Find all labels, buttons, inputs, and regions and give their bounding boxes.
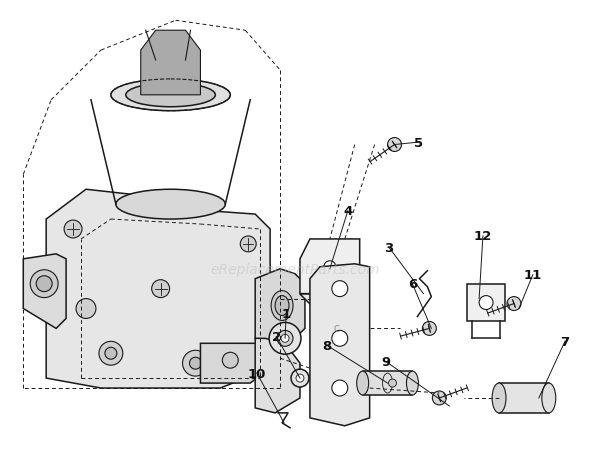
Circle shape <box>389 379 396 387</box>
Circle shape <box>240 236 256 252</box>
Text: 1: 1 <box>281 308 291 320</box>
Circle shape <box>64 221 82 238</box>
Polygon shape <box>255 339 300 413</box>
Circle shape <box>105 347 117 359</box>
Circle shape <box>182 351 208 376</box>
Circle shape <box>315 297 325 307</box>
Circle shape <box>269 323 301 354</box>
Ellipse shape <box>542 383 556 413</box>
Circle shape <box>189 358 201 369</box>
Circle shape <box>277 330 293 347</box>
Circle shape <box>332 330 348 347</box>
Text: 12: 12 <box>474 230 492 243</box>
Ellipse shape <box>271 291 293 321</box>
Circle shape <box>332 281 348 297</box>
Circle shape <box>222 353 238 369</box>
Ellipse shape <box>111 80 230 112</box>
Circle shape <box>36 276 52 292</box>
Circle shape <box>388 138 402 152</box>
Polygon shape <box>255 269 305 343</box>
Polygon shape <box>300 240 360 294</box>
Bar <box>467 284 505 322</box>
Circle shape <box>281 335 289 342</box>
Text: 6: 6 <box>408 278 417 291</box>
Circle shape <box>30 270 58 298</box>
Text: 7: 7 <box>560 335 570 348</box>
Circle shape <box>76 299 96 319</box>
Text: 9: 9 <box>382 355 391 368</box>
Circle shape <box>99 341 123 365</box>
Circle shape <box>296 374 304 382</box>
Text: eReplacementParts.com: eReplacementParts.com <box>210 262 380 276</box>
Text: 10: 10 <box>248 367 266 380</box>
Circle shape <box>324 261 336 273</box>
Bar <box>363 371 412 395</box>
Circle shape <box>479 296 493 310</box>
Polygon shape <box>201 343 270 383</box>
Circle shape <box>332 380 348 396</box>
Circle shape <box>152 280 169 298</box>
Ellipse shape <box>275 296 289 316</box>
Polygon shape <box>141 31 201 95</box>
Polygon shape <box>23 254 66 329</box>
Ellipse shape <box>126 84 215 107</box>
Circle shape <box>432 391 446 405</box>
Circle shape <box>422 322 437 336</box>
Ellipse shape <box>357 371 369 395</box>
Ellipse shape <box>407 371 418 395</box>
Text: 2: 2 <box>271 330 281 343</box>
Ellipse shape <box>116 190 225 219</box>
Circle shape <box>507 297 521 311</box>
Text: 5: 5 <box>414 136 423 149</box>
Polygon shape <box>46 190 270 388</box>
Ellipse shape <box>492 383 506 413</box>
Polygon shape <box>300 294 360 309</box>
Text: 3: 3 <box>384 241 394 254</box>
Text: 4: 4 <box>343 205 352 218</box>
Text: C: C <box>334 324 340 333</box>
Circle shape <box>340 297 350 307</box>
Text: 8: 8 <box>323 339 332 353</box>
Bar <box>499 383 549 413</box>
Polygon shape <box>310 264 370 426</box>
Circle shape <box>291 369 309 387</box>
Text: 11: 11 <box>524 269 542 282</box>
